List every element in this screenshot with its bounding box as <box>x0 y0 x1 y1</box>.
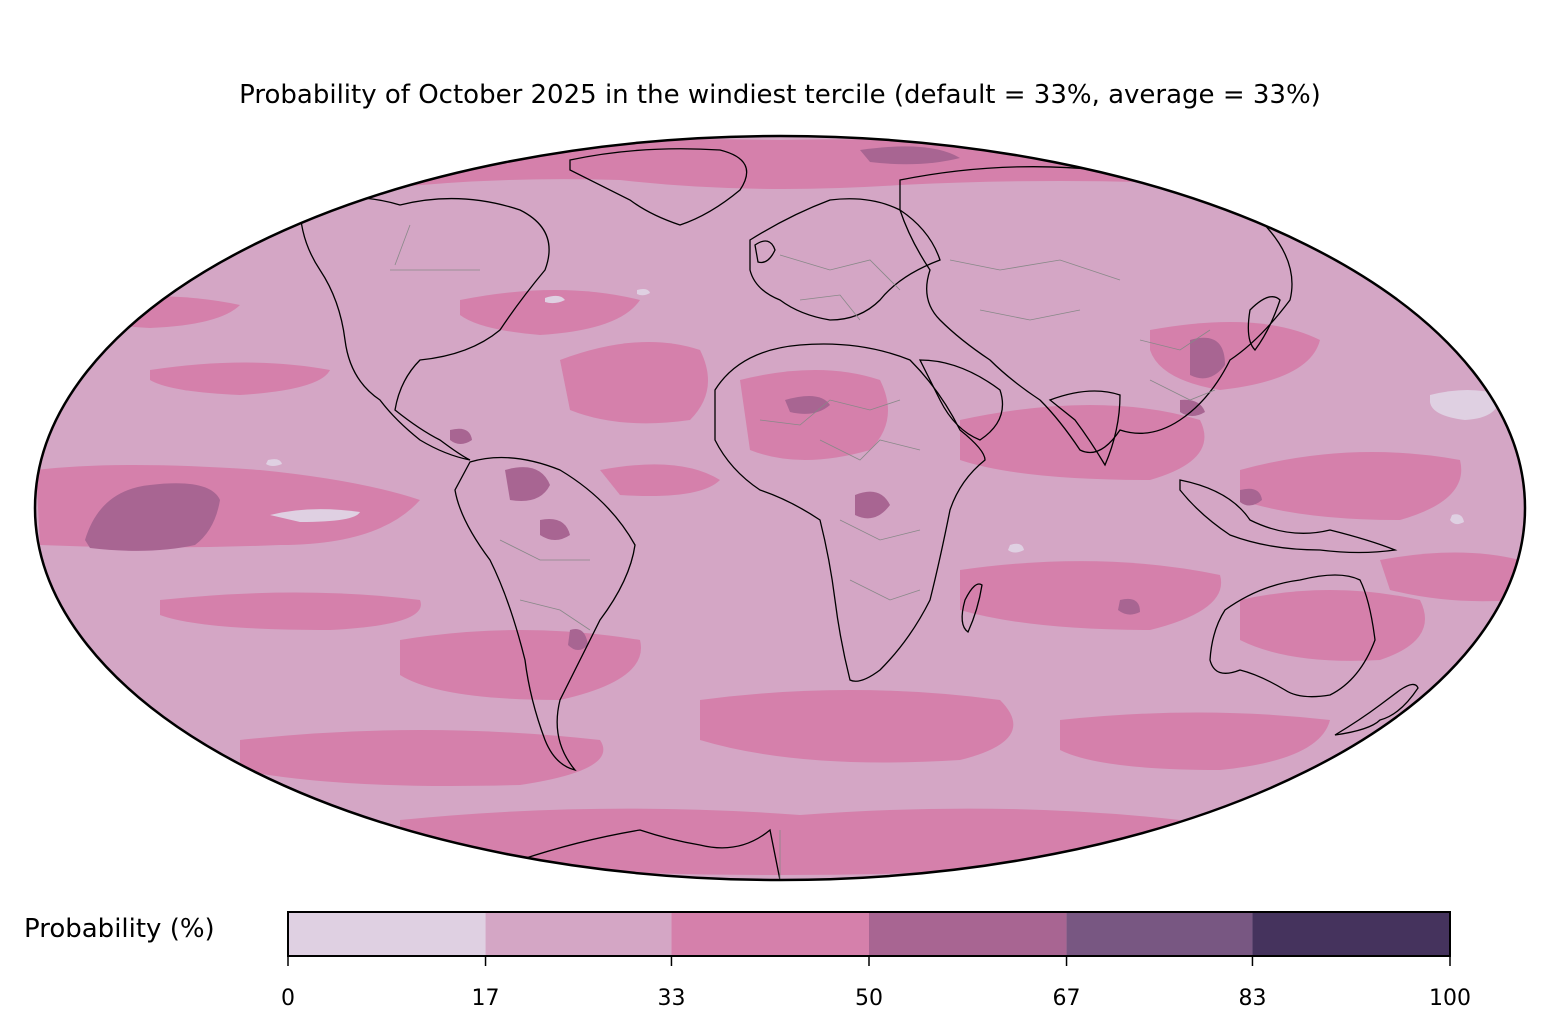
band-0-17 <box>266 289 1500 553</box>
colorbar-bin-0 <box>288 912 486 956</box>
colorbar-bin-4 <box>1066 912 1253 956</box>
coastlines <box>299 148 1419 880</box>
north-america-outline <box>299 196 550 461</box>
colorbar-tick-label: 17 <box>471 986 500 1011</box>
south-america-outline <box>454 456 636 772</box>
japan-outline <box>1247 296 1281 351</box>
europe-outline <box>749 198 941 321</box>
antarctica-outline <box>519 828 781 880</box>
africa-outline <box>714 343 986 682</box>
base-probability-layer <box>35 136 1525 880</box>
indonesia-outline <box>1179 479 1398 554</box>
colorbar-bin-2 <box>671 912 869 956</box>
globe-outline <box>33 134 1527 882</box>
colorbar-bin-3 <box>869 912 1067 956</box>
colorbar-tick-label: 0 <box>281 986 295 1011</box>
map-title: Probability of October 2025 in the windi… <box>239 80 1321 110</box>
india-outline <box>1048 390 1121 467</box>
new-zealand-outline <box>1334 683 1419 736</box>
colorbar-tick-label: 100 <box>1429 986 1471 1011</box>
colorbar <box>287 911 1451 966</box>
greenland-outline <box>569 148 748 226</box>
colorbar-tick-label: 33 <box>657 986 686 1011</box>
probability-field <box>35 136 1525 880</box>
colorbar-bin-5 <box>1252 912 1450 956</box>
colorbar-tick-label: 83 <box>1238 986 1267 1011</box>
colorbar-tick-label: 50 <box>855 986 883 1011</box>
colorbar-bin-1 <box>485 912 672 956</box>
colorbar-label: Probability (%) <box>24 914 215 944</box>
australia-outline <box>1209 574 1376 698</box>
colorbar-tick-label: 67 <box>1052 986 1081 1011</box>
band-50-67 <box>85 146 1262 650</box>
madagascar-outline <box>961 583 983 633</box>
country-borders <box>390 224 1216 880</box>
uk-outline <box>754 240 776 264</box>
arabia-outline <box>918 359 1004 441</box>
